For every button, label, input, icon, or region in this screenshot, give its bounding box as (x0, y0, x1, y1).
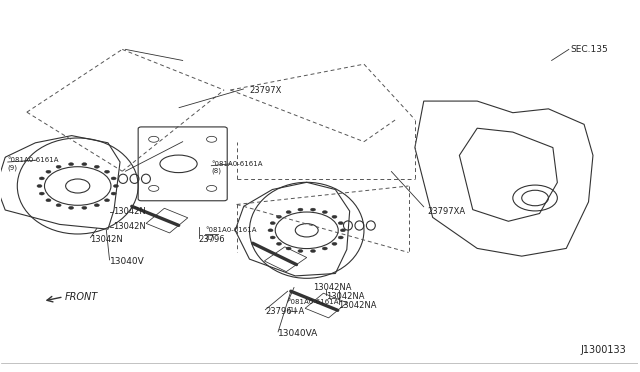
Text: FRONT: FRONT (65, 292, 99, 302)
Text: 23797X: 23797X (250, 86, 282, 94)
Text: SEC.135: SEC.135 (571, 45, 609, 54)
Text: 23796+A: 23796+A (266, 307, 305, 316)
Ellipse shape (276, 242, 282, 245)
Ellipse shape (276, 215, 282, 218)
Ellipse shape (310, 208, 316, 211)
Ellipse shape (82, 163, 87, 166)
Text: °081A0-6161A
(9): °081A0-6161A (9) (8, 157, 60, 171)
Text: 13042NA: 13042NA (326, 292, 364, 301)
Ellipse shape (338, 236, 343, 239)
Ellipse shape (270, 222, 275, 225)
Text: 13042NA: 13042NA (313, 283, 351, 292)
Ellipse shape (82, 206, 87, 209)
Text: 23796: 23796 (198, 235, 225, 244)
Ellipse shape (39, 192, 44, 195)
Text: 13040V: 13040V (109, 257, 144, 266)
Ellipse shape (46, 199, 51, 202)
Ellipse shape (104, 170, 109, 173)
Text: 23797XA: 23797XA (428, 207, 466, 217)
Text: 13040VA: 13040VA (278, 329, 318, 338)
Ellipse shape (68, 163, 74, 166)
Text: 13042NA: 13042NA (339, 301, 377, 311)
Ellipse shape (268, 229, 273, 232)
Ellipse shape (113, 185, 118, 187)
Ellipse shape (104, 199, 109, 202)
Text: 13042N: 13042N (113, 207, 145, 217)
Ellipse shape (298, 208, 303, 211)
Text: °081A0-6161A
(L): °081A0-6161A (L) (205, 227, 257, 241)
Ellipse shape (298, 250, 303, 253)
Ellipse shape (310, 250, 316, 253)
Ellipse shape (39, 177, 44, 180)
Ellipse shape (323, 247, 328, 250)
Ellipse shape (111, 177, 116, 180)
Ellipse shape (338, 222, 343, 225)
Ellipse shape (68, 206, 74, 209)
Text: J1300133: J1300133 (580, 345, 626, 355)
Ellipse shape (111, 192, 116, 195)
Ellipse shape (323, 211, 328, 214)
Text: 13042N: 13042N (90, 235, 123, 244)
Ellipse shape (286, 247, 291, 250)
Ellipse shape (94, 204, 99, 207)
Ellipse shape (37, 185, 42, 187)
Ellipse shape (332, 242, 337, 245)
Ellipse shape (332, 215, 337, 218)
Text: °081A0-6161A
(1): °081A0-6161A (1) (287, 299, 339, 313)
Ellipse shape (46, 170, 51, 173)
Ellipse shape (56, 204, 61, 207)
Text: 13042N: 13042N (113, 222, 145, 231)
Ellipse shape (94, 165, 99, 168)
Ellipse shape (286, 211, 291, 214)
Ellipse shape (270, 236, 275, 239)
Text: °081A0-6161A
(8): °081A0-6161A (8) (211, 161, 263, 174)
Ellipse shape (340, 229, 346, 232)
Ellipse shape (56, 165, 61, 168)
